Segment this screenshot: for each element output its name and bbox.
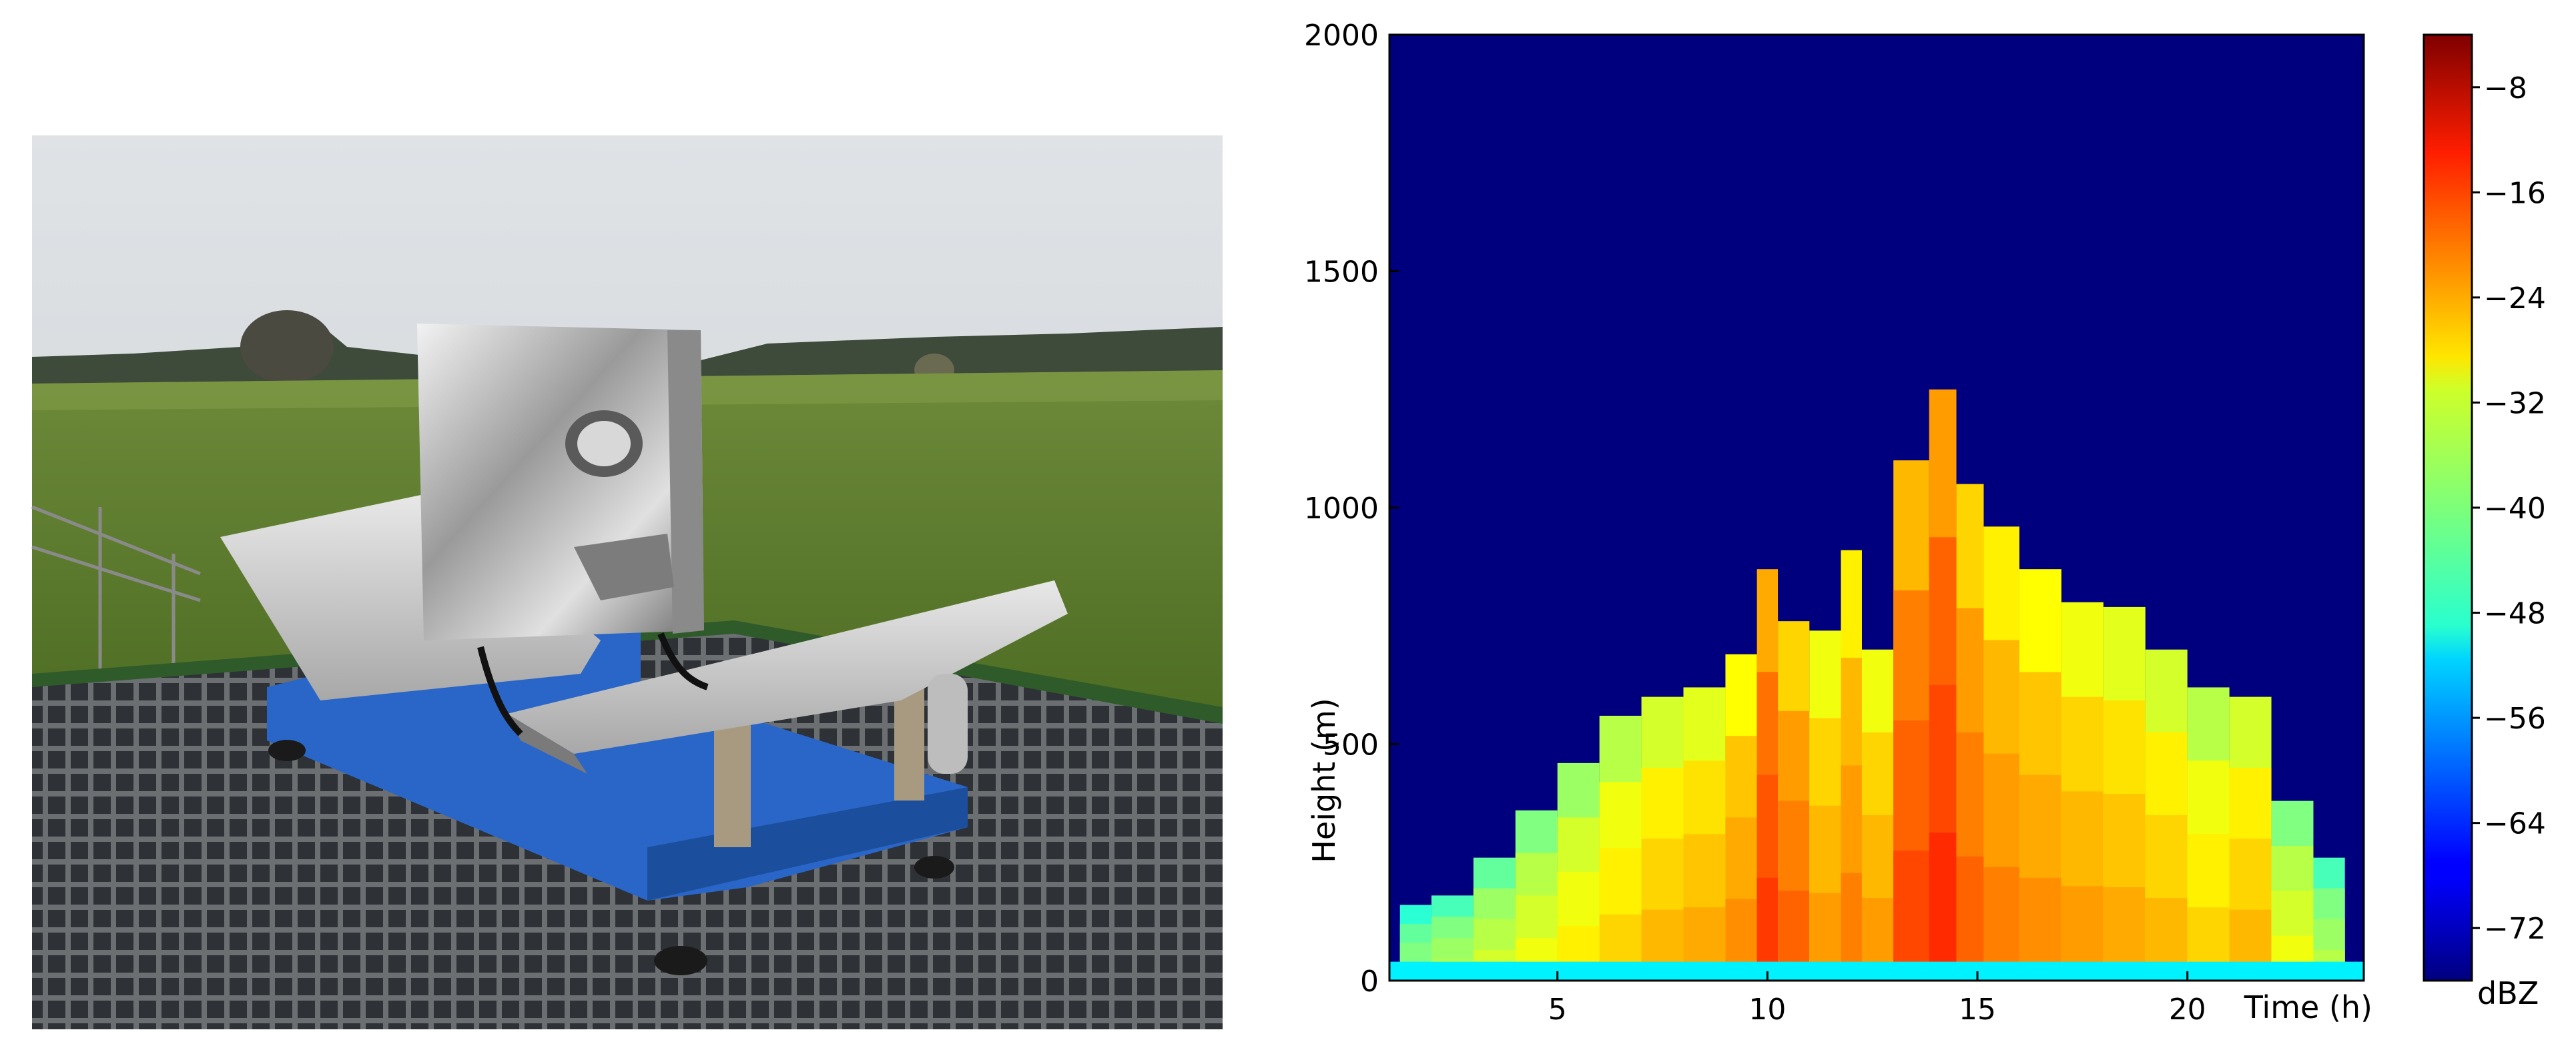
- heatmap-column: [1929, 389, 1957, 981]
- y-tick-label: 1000: [1304, 492, 1379, 526]
- colorbar-scale: [2423, 33, 2473, 982]
- heatmap-column: [1683, 687, 1726, 981]
- reflectivity-heatmap: [1389, 389, 2364, 981]
- y-tick-label: 1500: [1304, 255, 1379, 290]
- colorbar-tick-label: −16: [2484, 176, 2546, 210]
- heatmap-column: [1756, 569, 1779, 981]
- colorbar-tick-label: −64: [2484, 807, 2546, 841]
- x-axis: 5 10 15 20: [1548, 971, 2206, 1027]
- x-tick-label: 15: [1959, 993, 1996, 1027]
- heatmap-column: [1841, 550, 1862, 981]
- colorbar-tick-label: −40: [2484, 492, 2546, 526]
- photo-frame: [31, 135, 1223, 1029]
- heatmap-column: [1956, 484, 1984, 981]
- y-tick-label: 500: [1323, 728, 1379, 762]
- colorbar-tick-label: −56: [2484, 702, 2546, 736]
- heatmap-column: [2103, 606, 2146, 981]
- colorbar-tick-label: −24: [2484, 282, 2546, 316]
- colorbar-ticks: −8 −16 −24 −32 −40 −48 −56 −64 −72: [2472, 71, 2546, 946]
- heatmap-cell: [1929, 833, 1957, 981]
- colorbar-tick-label: −72: [2484, 912, 2546, 946]
- colorbar-tick-label: −8: [2484, 71, 2527, 105]
- colorbar-label: dBZ: [2477, 975, 2539, 1011]
- heatmap-column: [2229, 696, 2272, 981]
- heatmap-column: [2019, 569, 2061, 981]
- heatmap-cell: [1956, 856, 1984, 981]
- y-axis-label: Height (m): [1306, 698, 1342, 863]
- heatmap-column: [1515, 810, 1558, 981]
- heatmap-column: [2061, 602, 2104, 981]
- heatmap-column: [2271, 801, 2314, 981]
- x-tick-label: 5: [1548, 993, 1567, 1027]
- colorbar: −8 −16 −24 −32 −40 −48 −56 −64 −72 dBZ: [2423, 33, 2546, 1011]
- heatmap-column: [1778, 621, 1810, 981]
- x-tick-label: 20: [2169, 993, 2206, 1027]
- y-tick-label: 0: [1360, 965, 1379, 999]
- x-tick-label: 10: [1748, 993, 1786, 1027]
- heatmap-column: [2145, 649, 2188, 981]
- heatmap-column: [1599, 715, 1642, 981]
- heatmap-column: [1725, 654, 1757, 981]
- heatmap-cell: [1893, 851, 1929, 981]
- radar-instrument-photo: [0, 0, 1268, 1059]
- plot-area: [1388, 33, 2365, 982]
- heatmap-column: [1983, 526, 2019, 981]
- heatmap-column: [1809, 630, 1841, 981]
- x-axis-label: Time (h): [2244, 989, 2372, 1025]
- heatmap-column: [1641, 696, 1684, 981]
- photo-illustration: [31, 135, 1223, 1029]
- y-tick-label: 2000: [1304, 19, 1379, 53]
- heatmap-column: [2187, 687, 2230, 981]
- heatmap-column: [1557, 762, 1600, 981]
- heatmap-column: [1861, 649, 1894, 981]
- y-axis: 0 500 1000 1500 2000: [1304, 19, 1399, 999]
- colorbar-tick-label: −32: [2484, 386, 2546, 420]
- heatmap-column: [1893, 460, 1929, 981]
- colorbar-tick-label: −48: [2484, 597, 2546, 631]
- surface-layer: [1389, 961, 2364, 981]
